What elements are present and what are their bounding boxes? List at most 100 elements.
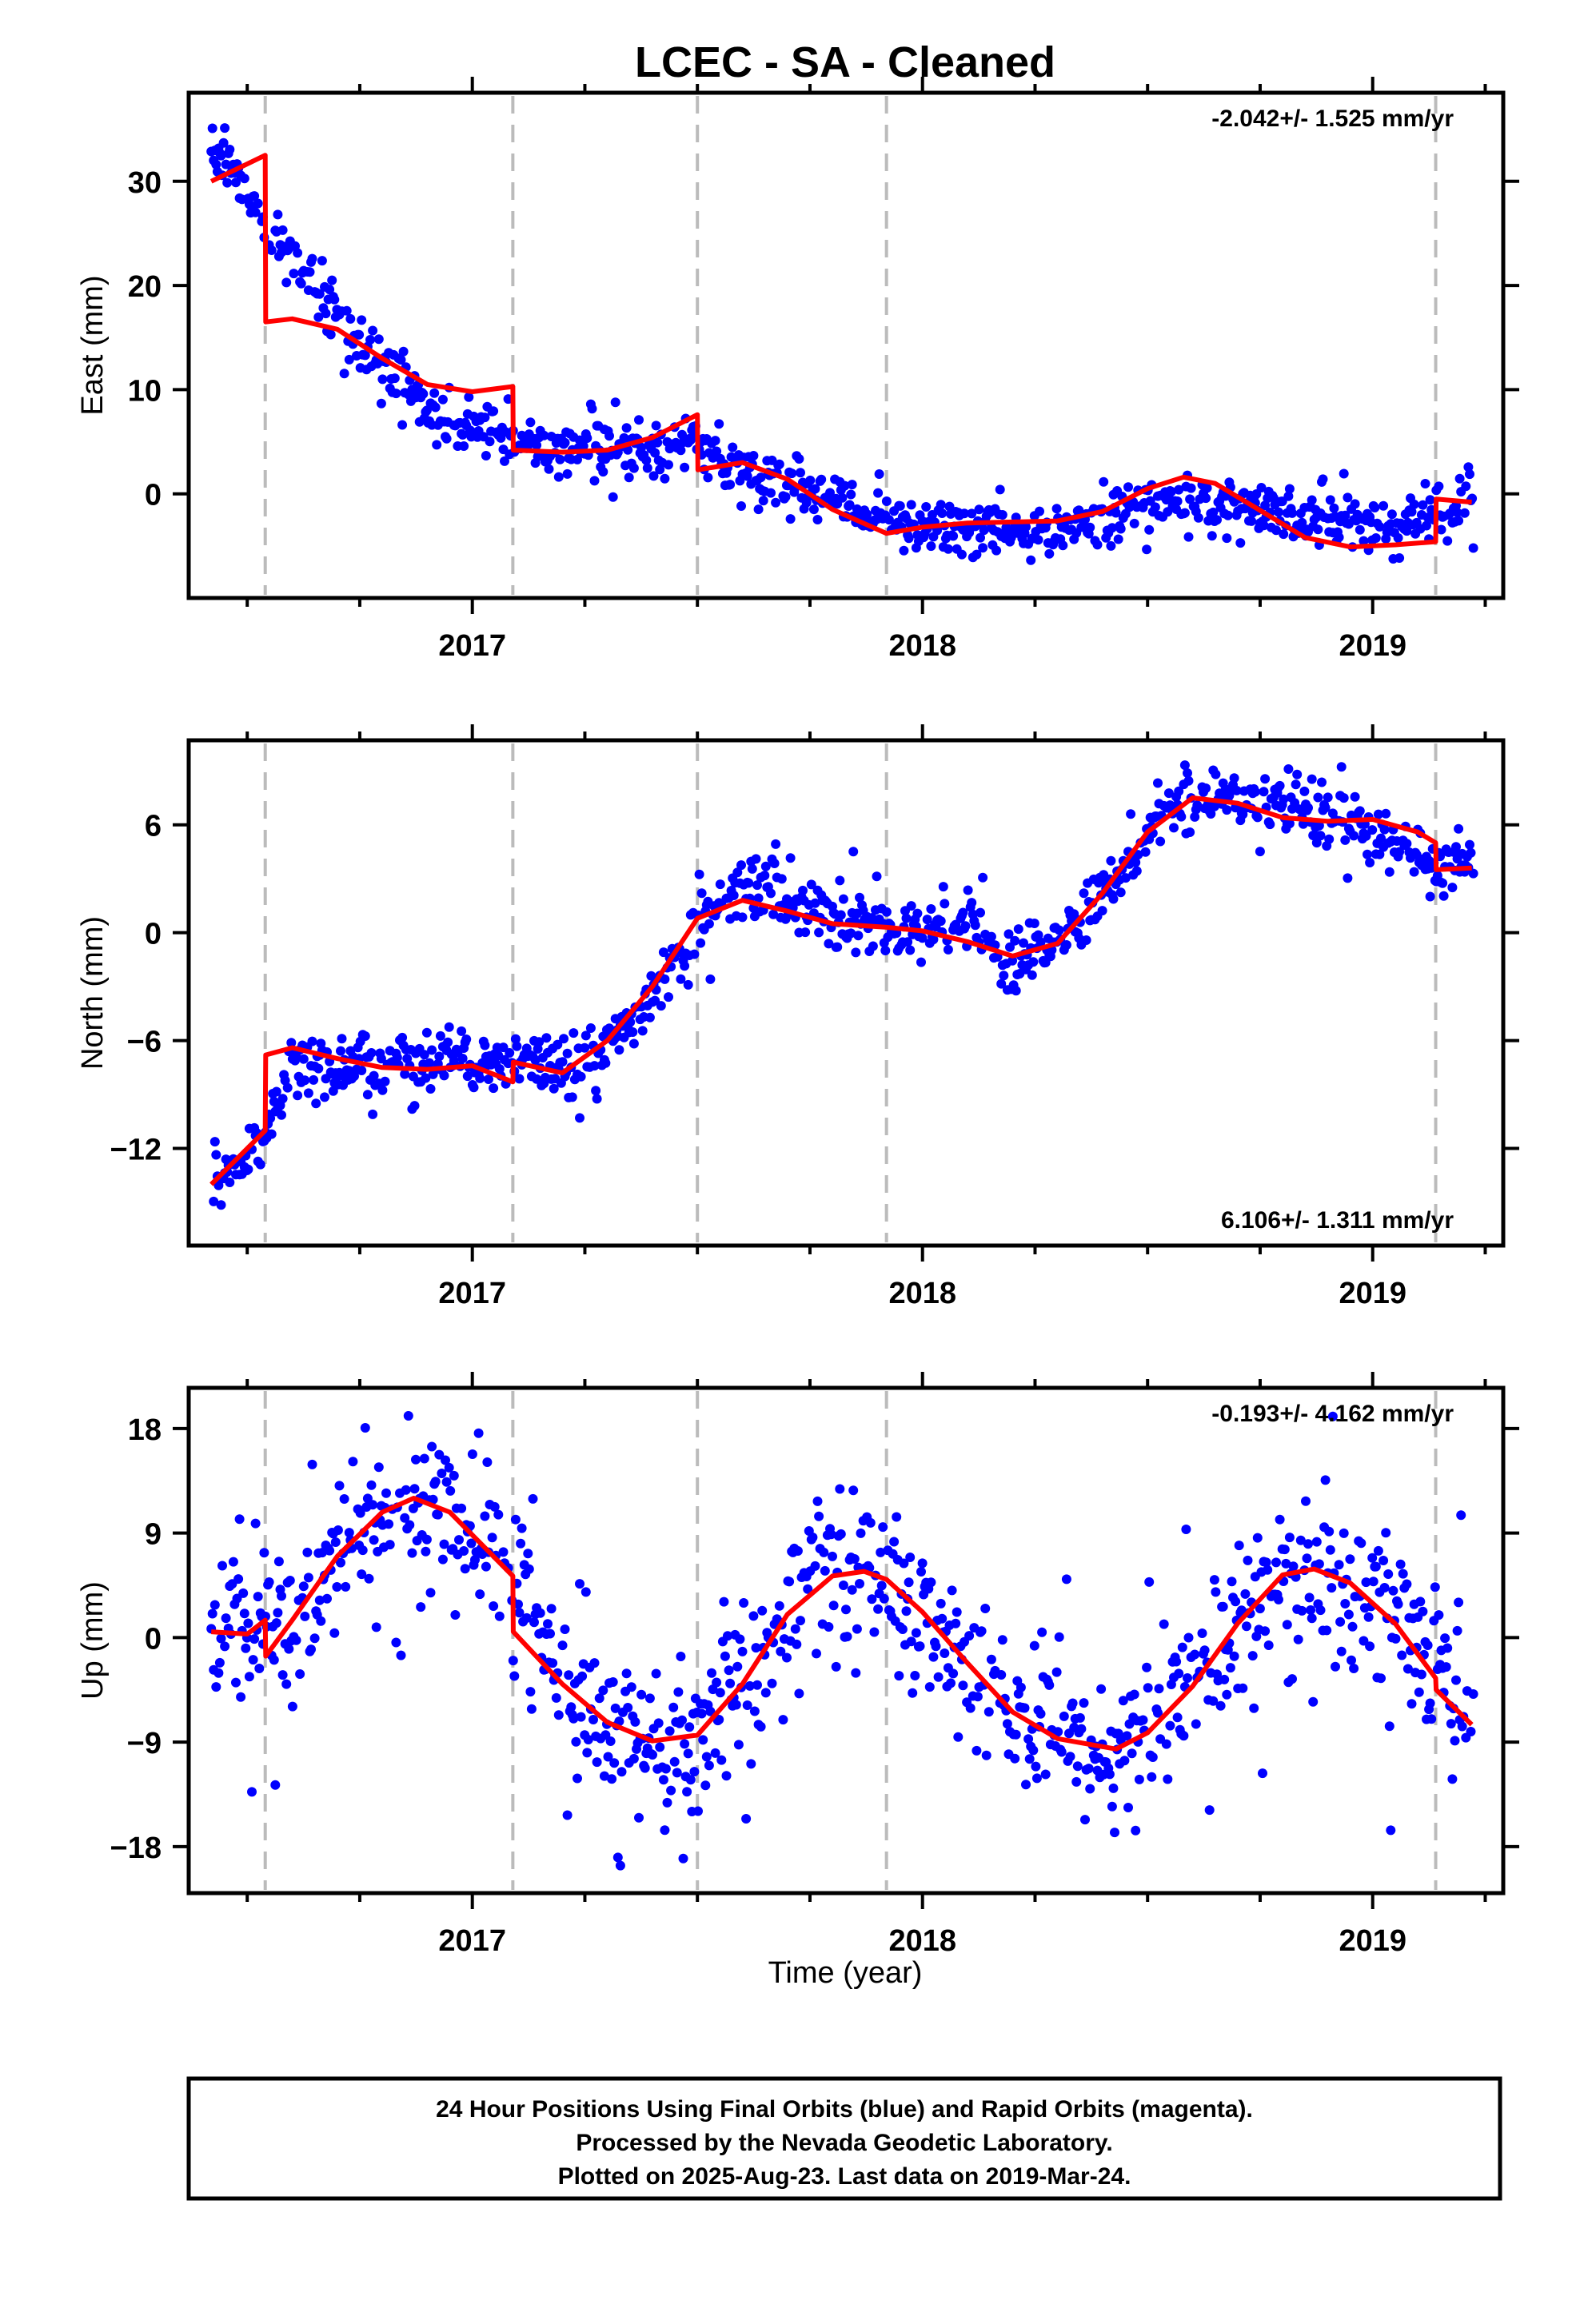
north-point-238 [549, 1083, 559, 1094]
up-point-528 [958, 1680, 968, 1691]
north-point-780 [1343, 873, 1353, 883]
east-point-264 [598, 467, 608, 477]
east-point-442 [847, 480, 857, 490]
north-point-400 [785, 853, 796, 863]
up-point-27 [243, 1618, 253, 1628]
up-point-137 [405, 1520, 415, 1530]
panels: 2017 2018 2019 0 10 20 30 East (mm) -2.042+/- 1.… [76, 77, 1519, 1958]
east-point-522 [956, 549, 967, 560]
up-point-453 [852, 1624, 862, 1634]
up-point-603 [1072, 1761, 1083, 1772]
up-point-870 [1454, 1597, 1464, 1608]
up-model-line [211, 1496, 1474, 1752]
up-point-819 [1384, 1721, 1394, 1732]
up-point-57 [284, 1644, 294, 1654]
east-point-291 [634, 415, 644, 425]
north-point-325 [676, 974, 686, 984]
up-point-138 [406, 1321, 416, 1331]
up-point-602 [1071, 1776, 1082, 1787]
east-point-802 [1355, 524, 1365, 535]
up-point-293 [628, 1753, 639, 1764]
east-point-32 [249, 191, 260, 201]
up-point-606 [1076, 1724, 1087, 1734]
east-point-876 [1468, 543, 1478, 553]
up-point-277 [607, 1774, 617, 1784]
north-point-13 [225, 1178, 235, 1187]
north-rate-label: 6.106+/- 1.311 mm/yr [1221, 1207, 1454, 1234]
up-point-402 [778, 1715, 788, 1725]
up-point-256 [577, 1671, 588, 1681]
north-point-847 [1438, 891, 1449, 901]
up-point-741 [1271, 1557, 1281, 1568]
up-point-512 [937, 1613, 948, 1624]
up-point-577 [1035, 1708, 1046, 1719]
north-point-746 [1292, 769, 1303, 779]
north-point-867 [1465, 839, 1474, 850]
east-point-48 [277, 225, 288, 235]
up-point-567 [1023, 1734, 1034, 1744]
up-point-357 [715, 1688, 725, 1698]
east-point-309 [660, 473, 670, 484]
east-point-281 [621, 423, 632, 433]
up-point-832 [1402, 1664, 1413, 1674]
east-point-405 [796, 468, 805, 478]
up-point-252 [573, 1773, 582, 1784]
north-point-50 [280, 1075, 290, 1086]
east-point-81 [329, 294, 340, 305]
up-rate-label: -0.193+/- 4.162 mm/yr [1211, 1401, 1454, 1427]
up-point-678 [1181, 1525, 1191, 1534]
east-point-54 [289, 269, 299, 279]
up-point-657 [1147, 1752, 1158, 1762]
north-point-112 [366, 1048, 377, 1058]
up-point-207 [510, 1514, 521, 1525]
north-point-131 [397, 1032, 408, 1042]
up-point-549 [997, 1635, 1007, 1645]
up-point-435 [826, 1529, 836, 1540]
up-point-414 [794, 1688, 804, 1699]
up-point-165 [441, 1477, 452, 1487]
up-point-708 [1227, 1577, 1237, 1587]
up-point-873 [1457, 1721, 1467, 1732]
up-point-878 [1468, 1689, 1478, 1699]
east-point-4 [211, 159, 221, 169]
north-point-213 [514, 1074, 525, 1084]
east-point-154 [437, 394, 448, 405]
up-point-351 [707, 1668, 716, 1678]
up-point-10 [221, 1613, 231, 1624]
up-point-218 [524, 1564, 534, 1574]
east-point-140 [418, 389, 429, 399]
up-point-843 [1416, 1669, 1426, 1680]
up-point-212 [517, 1523, 527, 1533]
up-point-195 [487, 1533, 497, 1543]
east-point-515 [948, 531, 959, 541]
up-point-15 [228, 1557, 238, 1567]
north-point-365 [737, 912, 748, 923]
up-point-19 [233, 1574, 244, 1585]
north-point-152 [425, 1058, 434, 1068]
up-point-455 [855, 1579, 864, 1589]
north-point-868 [1466, 847, 1476, 858]
up-point-332 [682, 1787, 692, 1797]
up-point-222 [529, 1617, 539, 1628]
up-point-312 [653, 1718, 664, 1728]
north-point-328 [680, 961, 690, 971]
up-point-769 [1311, 1537, 1322, 1547]
east-point-234 [555, 454, 565, 464]
east-point-416 [808, 504, 819, 515]
north-point-43 [271, 1086, 281, 1097]
up-point-370 [731, 1700, 741, 1710]
up-point-419 [803, 1584, 813, 1594]
up-point-608 [1080, 1815, 1090, 1825]
east-point-505 [936, 500, 946, 510]
up-point-371 [732, 1661, 743, 1672]
north-point-109 [362, 1090, 373, 1100]
up-point-29 [247, 1787, 257, 1797]
up-point-136 [403, 1411, 413, 1421]
north-point-658 [1163, 788, 1174, 799]
up-point-477 [889, 1537, 900, 1547]
east-point-751 [1283, 491, 1294, 501]
up-point-877 [1466, 1727, 1476, 1736]
up-point-182 [467, 1449, 477, 1459]
east-point-792 [1340, 510, 1351, 520]
north-point-768 [1323, 792, 1333, 803]
